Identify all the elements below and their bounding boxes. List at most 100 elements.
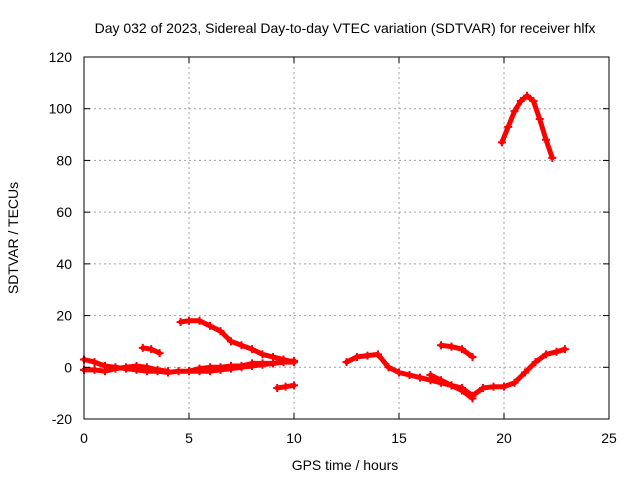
- x-tick-label: 15: [391, 430, 407, 446]
- axes: 0 5 10 15 20 25 -20 0 20 40 60 80 100 120: [49, 49, 617, 446]
- data-point: [132, 361, 141, 370]
- data-point: [122, 363, 130, 372]
- data-point: [206, 363, 214, 372]
- data-point: [426, 371, 435, 380]
- data-point: [523, 91, 532, 100]
- data-point: [479, 383, 487, 392]
- data-point: [281, 382, 290, 391]
- series-track-7: [342, 345, 569, 400]
- data-point: [174, 367, 183, 376]
- data-point: [521, 368, 529, 377]
- data-point: [468, 352, 477, 361]
- data-point: [153, 365, 162, 374]
- data-point: [147, 345, 156, 354]
- data-point: [227, 361, 235, 370]
- y-tick-label: 100: [49, 101, 73, 117]
- data-point: [342, 358, 351, 367]
- data-point: [258, 359, 267, 368]
- data-point: [552, 347, 561, 356]
- series-track-9: [437, 341, 477, 361]
- data-point: [529, 96, 538, 105]
- data-point: [90, 358, 99, 367]
- data-point: [273, 383, 282, 392]
- data-point: [353, 352, 361, 361]
- y-tick-label: 60: [56, 204, 72, 220]
- data-point: [510, 378, 519, 387]
- data-point: [227, 337, 235, 346]
- data-point: [216, 363, 225, 372]
- data-point: [290, 358, 298, 367]
- series-track-6: [273, 381, 298, 392]
- series-track-5: [185, 358, 298, 376]
- x-axis-label: GPS time / hours: [292, 457, 399, 473]
- data-point: [531, 358, 540, 367]
- series-line: [438, 342, 475, 360]
- chart-title: Day 032 of 2023, Sidereal Day-to-day VTE…: [95, 20, 596, 36]
- y-tick-label: 80: [56, 152, 72, 168]
- data-point: [560, 345, 569, 354]
- data-point: [489, 382, 498, 391]
- data-point: [248, 359, 256, 368]
- data-point: [447, 342, 456, 351]
- series-track-4: [176, 316, 298, 367]
- data-point: [290, 381, 298, 390]
- data-point: [437, 341, 445, 350]
- x-tick-label: 10: [286, 430, 302, 446]
- x-tick-label: 25: [601, 430, 617, 446]
- y-tick-label: 40: [56, 256, 72, 272]
- data-point: [384, 363, 393, 372]
- data-point: [405, 371, 414, 380]
- data-point: [279, 358, 288, 367]
- y-axis-label: SDTVAR / TECUs: [5, 182, 21, 294]
- data-point: [500, 382, 508, 391]
- data-point: [416, 373, 424, 382]
- data-point: [101, 367, 109, 376]
- data-point: [269, 359, 277, 368]
- data-point: [504, 122, 513, 131]
- data-point: [195, 316, 204, 325]
- data-point: [216, 327, 225, 336]
- data-point: [111, 364, 120, 373]
- data-point: [468, 394, 477, 403]
- data-point: [535, 115, 544, 124]
- data-point: [437, 376, 445, 385]
- plot-frame: [83, 56, 610, 420]
- series-track-3: [138, 343, 164, 358]
- x-tick-label: 20: [496, 430, 512, 446]
- data-point: [237, 341, 246, 350]
- data-point: [374, 350, 382, 359]
- data-point: [185, 316, 193, 325]
- data-point: [542, 135, 550, 144]
- y-tick-label: 20: [56, 308, 72, 324]
- data-point: [258, 350, 267, 359]
- data-point: [363, 351, 372, 360]
- series: [80, 91, 569, 403]
- data-point: [185, 367, 193, 376]
- data-point: [164, 367, 172, 376]
- x-tick-label: 0: [80, 430, 88, 446]
- data-point: [206, 321, 214, 330]
- y-tick-label: 0: [64, 359, 72, 375]
- data-point: [516, 96, 525, 105]
- data-point: [497, 138, 506, 147]
- data-point: [155, 349, 164, 358]
- series-track-8: [426, 371, 477, 403]
- data-point: [90, 365, 99, 374]
- data-point: [542, 350, 550, 359]
- data-point: [248, 345, 256, 354]
- data-point: [395, 368, 403, 377]
- data-point: [458, 345, 466, 354]
- x-tick-label: 5: [185, 430, 193, 446]
- data-point: [143, 363, 151, 372]
- series-line: [178, 318, 297, 365]
- data-point: [237, 361, 246, 370]
- data-point: [176, 318, 185, 327]
- y-tick-label: 120: [49, 49, 73, 65]
- y-tick-label: -20: [52, 411, 72, 427]
- data-point: [138, 343, 147, 352]
- series-track-10: [497, 91, 557, 162]
- data-point: [458, 386, 466, 395]
- data-point: [447, 381, 456, 390]
- data-point: [510, 107, 519, 116]
